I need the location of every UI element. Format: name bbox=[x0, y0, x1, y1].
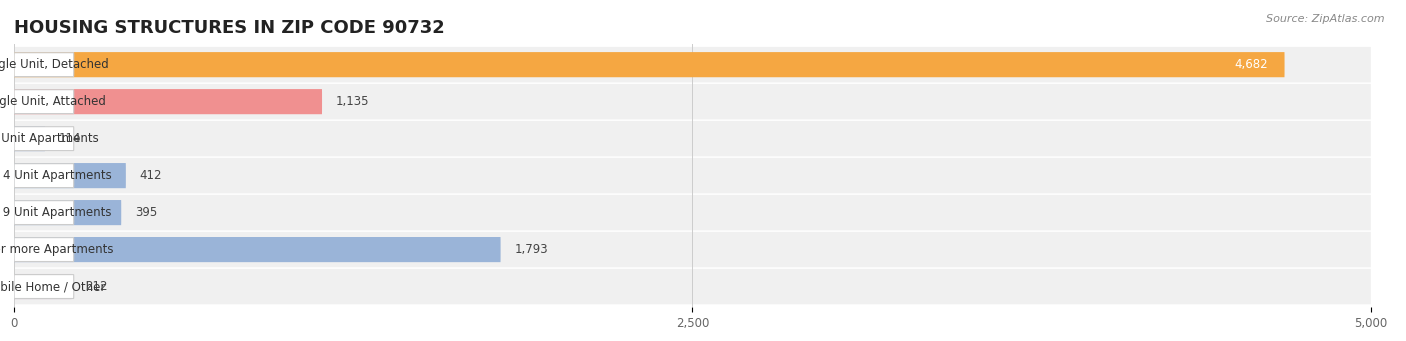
FancyBboxPatch shape bbox=[14, 53, 73, 77]
FancyBboxPatch shape bbox=[14, 269, 1371, 304]
Text: 1,135: 1,135 bbox=[336, 95, 370, 108]
Text: 10 or more Apartments: 10 or more Apartments bbox=[0, 243, 112, 256]
Text: Single Unit, Detached: Single Unit, Detached bbox=[0, 58, 108, 71]
Text: 1,793: 1,793 bbox=[515, 243, 548, 256]
FancyBboxPatch shape bbox=[14, 90, 73, 114]
FancyBboxPatch shape bbox=[14, 274, 72, 299]
FancyBboxPatch shape bbox=[14, 47, 1371, 83]
Text: 395: 395 bbox=[135, 206, 157, 219]
FancyBboxPatch shape bbox=[14, 201, 73, 224]
FancyBboxPatch shape bbox=[14, 195, 1371, 231]
FancyBboxPatch shape bbox=[14, 158, 1371, 193]
FancyBboxPatch shape bbox=[14, 200, 121, 225]
FancyBboxPatch shape bbox=[14, 232, 1371, 267]
Text: 114: 114 bbox=[59, 132, 82, 145]
FancyBboxPatch shape bbox=[14, 238, 73, 262]
Text: 412: 412 bbox=[139, 169, 162, 182]
Text: 2 Unit Apartments: 2 Unit Apartments bbox=[0, 132, 98, 145]
FancyBboxPatch shape bbox=[14, 84, 1371, 119]
FancyBboxPatch shape bbox=[14, 163, 127, 188]
FancyBboxPatch shape bbox=[14, 126, 45, 151]
FancyBboxPatch shape bbox=[14, 89, 322, 114]
FancyBboxPatch shape bbox=[14, 164, 73, 188]
FancyBboxPatch shape bbox=[14, 121, 1371, 157]
Text: 3 or 4 Unit Apartments: 3 or 4 Unit Apartments bbox=[0, 169, 112, 182]
FancyBboxPatch shape bbox=[14, 275, 73, 298]
Text: HOUSING STRUCTURES IN ZIP CODE 90732: HOUSING STRUCTURES IN ZIP CODE 90732 bbox=[14, 19, 444, 37]
FancyBboxPatch shape bbox=[14, 237, 501, 262]
Text: 212: 212 bbox=[86, 280, 108, 293]
Text: Mobile Home / Other: Mobile Home / Other bbox=[0, 280, 105, 293]
FancyBboxPatch shape bbox=[14, 127, 73, 151]
Text: 5 to 9 Unit Apartments: 5 to 9 Unit Apartments bbox=[0, 206, 111, 219]
Text: Single Unit, Attached: Single Unit, Attached bbox=[0, 95, 107, 108]
Text: Source: ZipAtlas.com: Source: ZipAtlas.com bbox=[1267, 14, 1385, 24]
Text: 4,682: 4,682 bbox=[1234, 58, 1268, 71]
FancyBboxPatch shape bbox=[14, 52, 1285, 77]
